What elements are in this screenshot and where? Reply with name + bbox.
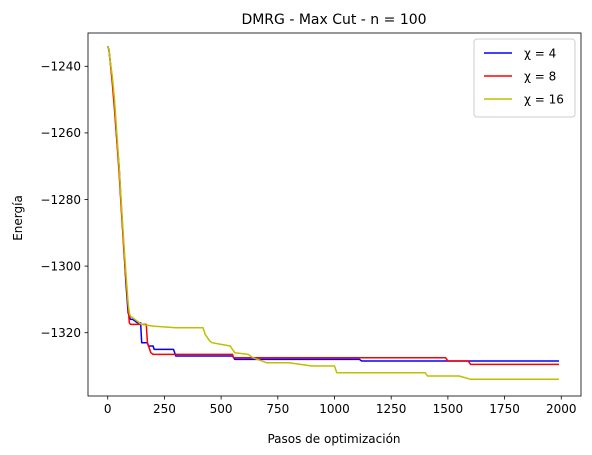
x-tick-label: 1000 — [319, 402, 350, 416]
y-tick-label: −1320 — [40, 326, 81, 340]
x-tick-label: 500 — [210, 402, 233, 416]
x-axis-label: Pasos de optimización — [267, 432, 400, 446]
y-tick-label: −1260 — [40, 126, 81, 140]
y-axis-label: Energía — [11, 195, 25, 241]
y-tick-label: −1240 — [40, 60, 81, 74]
legend-label-3: χ = 16 — [524, 93, 564, 107]
x-tick-label: 1750 — [489, 402, 520, 416]
x-axis-ticks: 0 250 500 750 1000 1250 1500 1750 2000 — [104, 396, 577, 416]
legend-label-2: χ = 8 — [524, 70, 556, 84]
y-axis-ticks: −1240 −1260 −1280 −1300 −1320 — [40, 60, 88, 340]
x-tick-label: 0 — [104, 402, 112, 416]
x-tick-label: 750 — [266, 402, 289, 416]
legend: χ = 4 χ = 8 χ = 16 — [473, 38, 576, 118]
y-tick-label: −1300 — [40, 259, 81, 273]
x-tick-label: 2000 — [546, 402, 577, 416]
y-tick-label: −1280 — [40, 193, 81, 207]
series-line-3 — [106, 46, 559, 381]
legend-box — [473, 38, 576, 118]
x-tick-label: 250 — [153, 402, 176, 416]
x-tick-label: 1500 — [433, 402, 464, 416]
chart-title: DMRG - Max Cut - n = 100 — [241, 12, 426, 28]
legend-label-1: χ = 4 — [524, 47, 556, 61]
x-tick-label: 1250 — [376, 402, 407, 416]
